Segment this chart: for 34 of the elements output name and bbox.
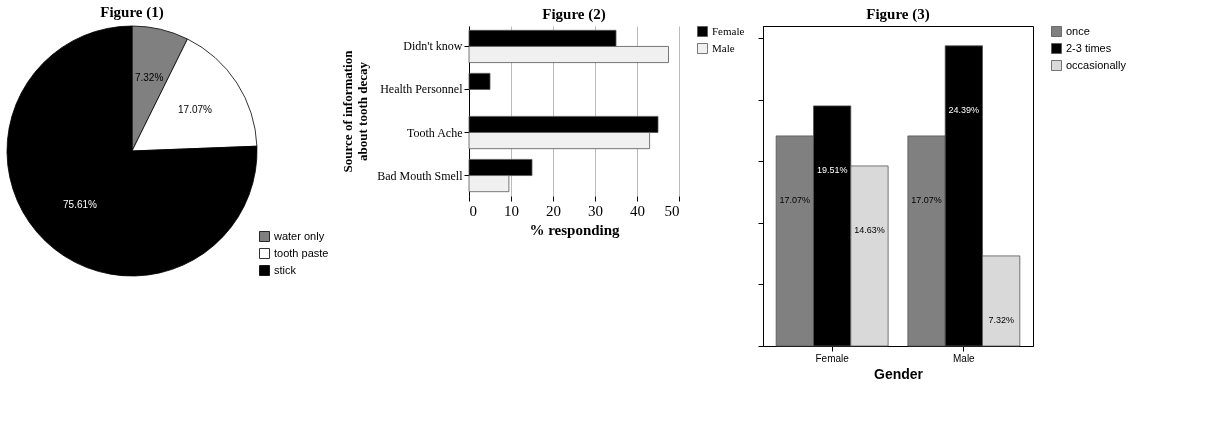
chart-title: Figure (2) — [542, 6, 606, 23]
data-label: 17.07% — [779, 194, 811, 205]
x-tick-label: 40 — [630, 202, 645, 219]
y-axis-title: Source of information about tooth decay — [340, 49, 371, 173]
legend-label: once — [1066, 24, 1090, 37]
data-label: 14.63% — [854, 224, 885, 235]
y-tick-label: Bad Mouth Smell — [377, 168, 464, 183]
data-label: 17.07% — [177, 104, 213, 116]
y-tick-label: Tooth Ache — [407, 125, 463, 140]
x-tick-label: 0 — [469, 202, 477, 219]
x-tick-label: 50 — [664, 202, 680, 219]
chart-title: Figure (1) — [100, 4, 164, 22]
legend-label: 2-3 times — [1066, 41, 1112, 54]
data-label: 7.32% — [134, 71, 164, 83]
data-label: 7.32% — [988, 314, 1014, 325]
x-tick-label: 10 — [504, 202, 519, 219]
pie-slice — [6, 25, 258, 277]
legend-label: stick — [274, 263, 297, 276]
x-tick-label: 30 — [588, 202, 603, 219]
legend-label: occasionally — [1066, 58, 1127, 71]
data-label: 75.61% — [63, 199, 98, 211]
data-label: 24.39% — [948, 104, 980, 115]
legend-label: Female — [712, 24, 745, 37]
x-axis-title: Gender — [873, 365, 924, 382]
data-label: 17.07% — [911, 194, 942, 205]
legend-label: Male — [712, 41, 735, 54]
x-axis-title: % responding — [529, 221, 621, 238]
x-tick-label: 20 — [546, 202, 561, 219]
legend-label: water only — [273, 229, 325, 242]
y-tick-label: Health Personnel — [380, 82, 464, 97]
legend-label: tooth paste — [274, 246, 329, 259]
y-tick-label: Didn't know — [403, 39, 463, 54]
chart-title: Figure (3) — [866, 6, 930, 23]
data-label: 19.51% — [816, 164, 848, 175]
